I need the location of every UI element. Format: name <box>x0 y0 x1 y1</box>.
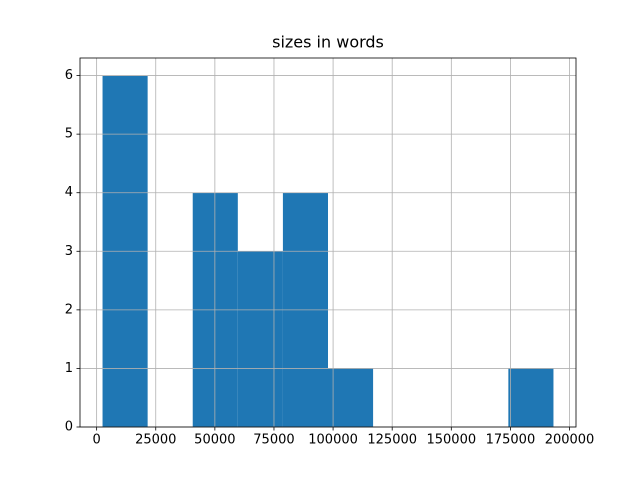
x-tick-label: 25000 <box>135 433 176 448</box>
chart-title: sizes in words <box>272 33 384 52</box>
plot-frame <box>79 57 577 428</box>
y-tick-label: 4 <box>65 185 73 200</box>
y-tick-label: 2 <box>65 302 73 317</box>
x-tick-label: 175000 <box>486 433 536 448</box>
x-tick-label: 0 <box>92 433 100 448</box>
bar <box>237 251 283 427</box>
y-tick-label: 1 <box>65 361 73 376</box>
y-tick-label: 6 <box>65 68 73 83</box>
x-tick-label: 125000 <box>367 433 417 448</box>
x-tick-label: 75000 <box>253 433 294 448</box>
x-tick-label: 150000 <box>426 433 476 448</box>
bar <box>508 368 554 427</box>
y-tick-label: 0 <box>65 420 73 435</box>
x-tick-label: 100000 <box>308 433 358 448</box>
bar <box>328 368 374 427</box>
x-tick-label: 200000 <box>545 433 595 448</box>
x-tick-label: 50000 <box>194 433 235 448</box>
y-tick-label: 3 <box>65 244 73 259</box>
y-tick-label: 5 <box>65 127 73 142</box>
